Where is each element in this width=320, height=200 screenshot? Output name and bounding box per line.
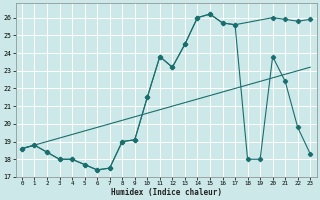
- X-axis label: Humidex (Indice chaleur): Humidex (Indice chaleur): [111, 188, 221, 197]
